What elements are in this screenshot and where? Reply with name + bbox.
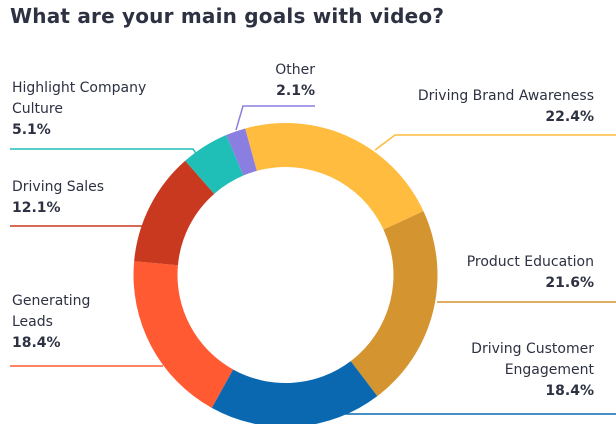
label-value: 5.1% <box>12 122 51 138</box>
slice-product-education <box>350 211 438 397</box>
chart-title: What are your main goals with video? <box>10 4 445 28</box>
label-product-education: Product Education 21.6% <box>467 252 594 294</box>
label-value: 18.4% <box>12 335 61 351</box>
label-text: Product Education <box>466 254 594 270</box>
label-text: Generating Leads <box>12 293 91 330</box>
label-value: 2.1% <box>276 83 315 99</box>
label-company-culture: Highlight Company Culture 5.1% <box>12 78 172 141</box>
label-other: Other 2.1% <box>275 60 315 102</box>
leader-line-other <box>235 105 315 131</box>
label-text: Other <box>275 62 315 78</box>
label-generating-leads: Generating Leads 18.4% <box>12 291 112 354</box>
label-text: Driving Customer Engagement <box>471 341 594 378</box>
label-value: 21.6% <box>545 275 594 291</box>
label-driving-sales: Driving Sales 12.1% <box>12 177 104 219</box>
slice-driving-sales <box>134 160 215 266</box>
slice-brand-awareness <box>245 123 424 230</box>
label-text: Highlight Company Culture <box>12 80 147 117</box>
label-value: 18.4% <box>545 383 594 399</box>
slice-customer-engagement <box>211 361 378 424</box>
label-brand-awareness: Driving Brand Awareness 22.4% <box>418 86 594 128</box>
label-value: 22.4% <box>545 109 594 125</box>
label-text: Driving Brand Awareness <box>417 88 594 104</box>
label-text: Driving Sales <box>12 179 105 195</box>
slice-generating-leads <box>133 261 234 408</box>
label-value: 12.1% <box>12 200 61 216</box>
slice-other <box>226 128 257 176</box>
label-customer-engagement: Driving Customer Engagement 18.4% <box>434 339 594 402</box>
leader-line-company-culture <box>10 148 198 156</box>
leader-line-brand-awareness <box>374 134 616 151</box>
slice-company-culture <box>185 135 244 194</box>
